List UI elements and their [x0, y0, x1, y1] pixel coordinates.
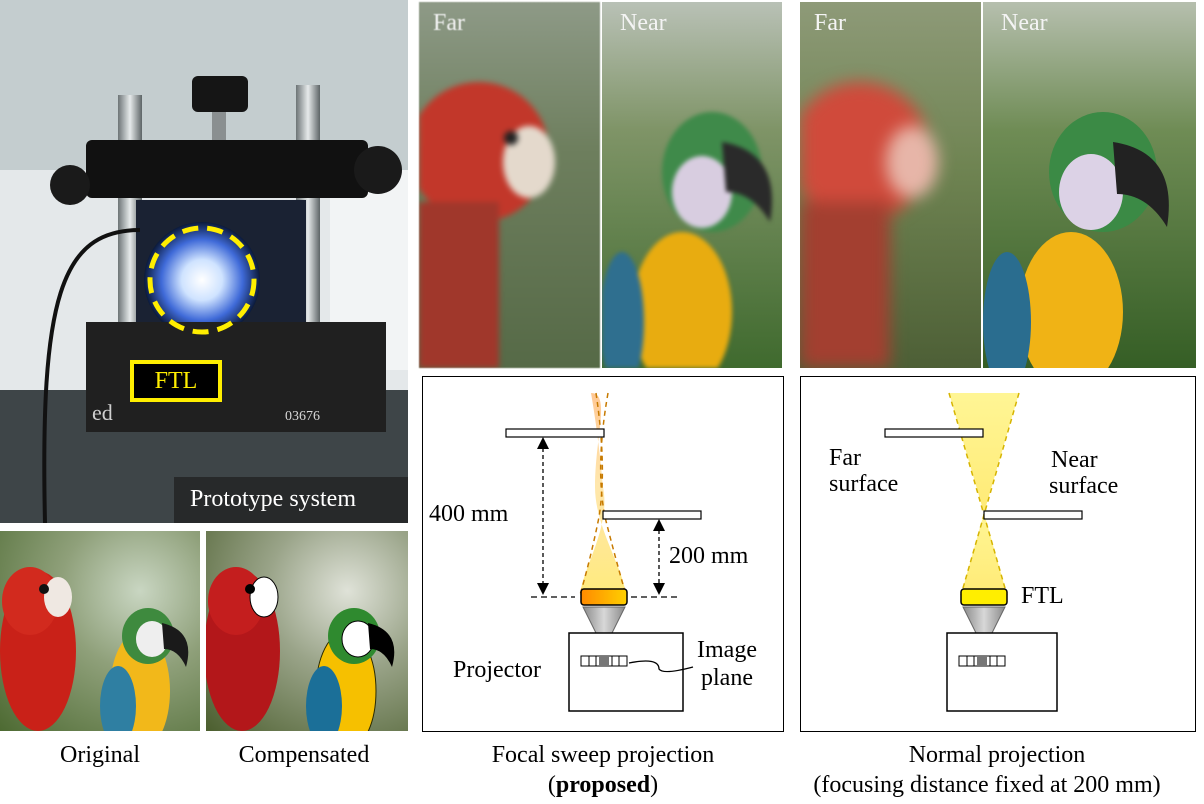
- normal-near-surface-label-1: Near: [1051, 447, 1098, 473]
- prototype-caption-box: [174, 477, 408, 523]
- focal-near-parrot: [602, 112, 772, 368]
- focal-dist-far: 400 mm: [429, 501, 509, 527]
- focal-caption-bold: proposed: [555, 772, 651, 798]
- prototype-photo: ed 03676 FTL Prototype system: [0, 0, 408, 523]
- ftl-tag-text: FTL: [154, 368, 198, 394]
- svg-text:ed: ed: [92, 400, 113, 425]
- normal-beam-upper: [949, 393, 1019, 513]
- svg-text:03676: 03676: [285, 409, 320, 424]
- normal-caption-line2: (focusing distance fixed at 200 mm): [813, 772, 1161, 798]
- normal-far-surface: [884, 428, 984, 438]
- normal-ftl-lens: [960, 588, 1008, 606]
- normal-far-surface-label-1: Far: [829, 445, 861, 471]
- normal-image-plane: [958, 655, 1006, 667]
- focal-projector-label: Projector: [453, 657, 541, 683]
- original-parrots: [0, 567, 189, 731]
- normal-near-label: Near: [1001, 10, 1048, 36]
- focal-dist-near: 200 mm: [669, 543, 749, 569]
- normal-beam-lower: [961, 513, 1007, 595]
- prototype-illustration: ed 03676: [0, 0, 408, 523]
- focal-image-label-1: Image: [697, 637, 757, 663]
- normal-projector-box: [946, 632, 1058, 712]
- original-image: [0, 531, 200, 731]
- ftl-tag: FTL: [130, 360, 222, 402]
- focal-caption-close: ): [650, 772, 659, 798]
- normal-near-parrot: [983, 112, 1169, 368]
- normal-far-parrot: [800, 82, 938, 368]
- focal-far-label: Far: [433, 10, 465, 36]
- focal-far-photo: Far: [419, 2, 600, 368]
- prototype-caption: Prototype system: [190, 486, 356, 512]
- normal-near-surface: [983, 510, 1083, 520]
- normal-near-surface-label-2: surface: [1049, 473, 1119, 499]
- focal-diagram: 400 mm 200 mm Projector Image plane: [422, 376, 784, 732]
- normal-diagram-svg: [884, 392, 1083, 712]
- focal-near-surface: [602, 510, 702, 520]
- compensated-image: [206, 531, 408, 731]
- focal-near-label: Near: [620, 10, 667, 36]
- focal-caption-line2: (proposed): [422, 772, 784, 799]
- focal-image-label-2: plane: [701, 665, 753, 691]
- focal-near-photo: Near: [602, 2, 782, 368]
- normal-ftl-label: FTL: [1021, 583, 1064, 609]
- focal-far-parrot: [419, 82, 555, 368]
- compensated-caption: Compensated: [238, 742, 370, 768]
- normal-far-photo: Far: [800, 2, 981, 368]
- normal-diagram: Far surface Near surface FTL: [800, 376, 1196, 732]
- normal-far-label: Far: [814, 10, 846, 36]
- normal-near-photo: Near: [983, 2, 1196, 368]
- focal-ftl-lens: [580, 588, 628, 606]
- normal-far-surface-label-2: surface: [829, 471, 899, 497]
- focal-diagram-svg: [505, 392, 702, 712]
- focal-caption-open: (: [547, 772, 556, 798]
- focal-beam: [580, 393, 626, 595]
- original-caption: Original: [60, 742, 140, 768]
- focal-image-plane: [580, 655, 628, 667]
- focal-caption-line1: Focal sweep projection: [491, 742, 715, 768]
- focal-projector-box: [568, 632, 684, 712]
- compensated-parrots: [206, 567, 395, 731]
- focal-far-surface: [505, 428, 605, 438]
- normal-caption-line1: Normal projection: [908, 742, 1086, 768]
